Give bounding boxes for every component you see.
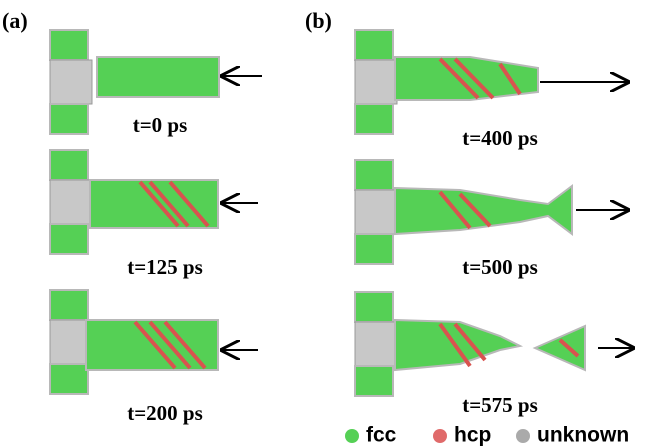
legend-swatch [345,429,359,443]
time-label: t=0 ps [133,113,188,137]
legend: fcc hcp unknown [345,424,629,447]
snapshot [355,292,633,396]
time-label: t=200 ps [127,401,203,425]
time-label: t=500 ps [462,255,538,279]
snapshot [50,290,258,394]
snapshot [355,160,628,264]
snapshot [50,150,258,254]
figure: (a) (b) t=0 ps t=125 ps [0,0,662,448]
legend-label: hcp [454,424,491,447]
legend-swatch [433,429,447,443]
legend-label: fcc [366,424,397,447]
legend-label: unknown [537,424,629,447]
snapshot [355,30,628,134]
panel-label: (b) [305,8,332,33]
panel-label: (a) [2,8,28,33]
legend-swatch [516,429,530,443]
time-label: t=400 ps [462,126,538,150]
time-label: t=575 ps [462,393,538,417]
time-label: t=125 ps [127,255,203,279]
